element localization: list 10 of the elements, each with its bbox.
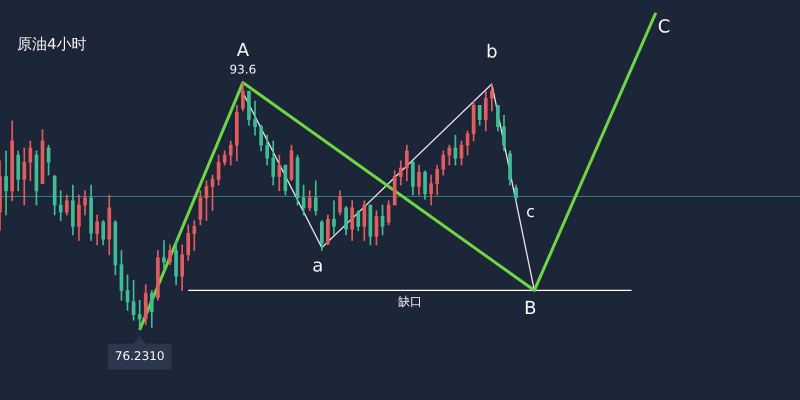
annotation: C (658, 16, 670, 38)
text: 原油4小时 (17, 35, 87, 54)
annotation: A (236, 40, 250, 62)
series-label: 缺口 (398, 294, 422, 309)
annotation: 76.2310 (114, 348, 164, 363)
annotation: a (312, 255, 324, 276)
annotation: B (524, 298, 537, 320)
annotation: c (526, 202, 535, 221)
annotation: 93.6 (230, 62, 256, 77)
annotation: b (486, 42, 498, 63)
